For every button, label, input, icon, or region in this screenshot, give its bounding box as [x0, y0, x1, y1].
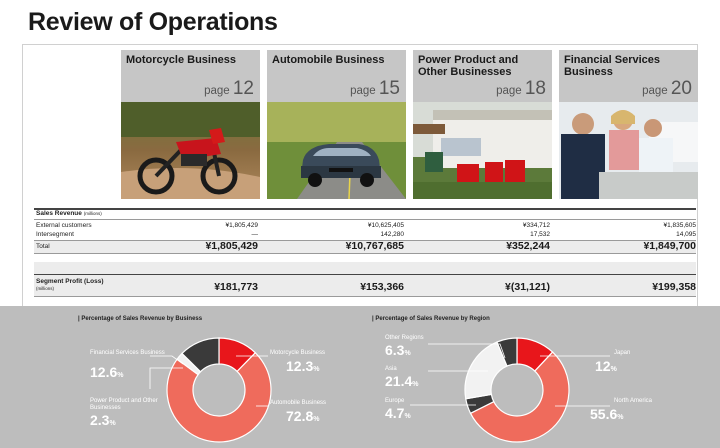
business-name: Power Product and Other Businesses — [418, 54, 519, 78]
intersegment-value-automobile: 142,280 — [380, 231, 405, 238]
section-divider — [34, 274, 696, 276]
intersegment-value-motorcycle: — — [251, 231, 259, 238]
automobile-photo — [267, 102, 406, 199]
business-header-financial-services[interactable]: Financial Services Business page 20 — [559, 50, 698, 102]
spacer-shade — [34, 262, 696, 274]
donut-chart-business — [166, 337, 272, 443]
label-asia: Asia — [385, 366, 397, 372]
label-automobile: Automobile Business — [270, 400, 327, 406]
financial-services-photo — [559, 102, 698, 199]
pct-other-regions: 6.3% — [385, 342, 411, 358]
segment-profit-motorcycle: ¥181,773 — [214, 281, 258, 293]
total-value-financial-services: ¥1,849,700 — [643, 240, 696, 252]
charts-panel — [0, 306, 720, 448]
business-name: Automobile Business — [272, 54, 385, 66]
donut-slice-financial-services-business — [181, 337, 220, 373]
page-title: Review of Operations — [28, 8, 278, 36]
pct-north-america: 55.6% — [590, 406, 624, 422]
label-japan: Japan — [614, 350, 631, 356]
label-other-regions: Other Regions — [385, 335, 424, 341]
total-value-automobile: ¥10,767,685 — [345, 240, 404, 252]
donut-slice-north-america — [469, 351, 570, 443]
pct-motorcycle: 12.3% — [286, 358, 320, 374]
section-divider — [34, 208, 696, 210]
total-value-motorcycle: ¥1,805,429 — [205, 240, 258, 252]
segment-profit-shade — [34, 275, 696, 296]
sales-revenue-label: Sales Revenue (millions) — [36, 210, 102, 217]
row-divider — [34, 219, 696, 220]
pct-power-product: 2.3% — [90, 412, 116, 428]
external-value-motorcycle: ¥1,805,429 — [225, 222, 258, 229]
page-reference[interactable]: page 15 — [350, 78, 400, 99]
segment-profit-financial-services: ¥199,358 — [652, 281, 696, 293]
chart-title-region: | Percentage of Sales Revenue by Region — [372, 316, 490, 322]
business-name: Financial Services Business — [564, 54, 660, 78]
external-value-financial-services: ¥1,835,605 — [663, 222, 696, 229]
chart-title-business: | Percentage of Sales Revenue by Busines… — [78, 316, 203, 322]
donut-slice-automobile-business — [166, 351, 272, 443]
total-value-power-product: ¥352,244 — [506, 240, 550, 252]
row-divider — [34, 253, 696, 254]
business-name: Motorcycle Business — [126, 54, 237, 66]
label-europe: Europe — [385, 398, 405, 404]
external-value-power-product: ¥334,712 — [522, 222, 550, 229]
segment-profit-power-product: ¥(31,121) — [505, 281, 550, 293]
segment-profit-label: Segment Profit (Loss) (millions) — [36, 278, 104, 291]
total-label: Total — [36, 243, 50, 250]
donut-chart-region — [464, 337, 570, 443]
intersegment-value-power-product: 17,532 — [530, 231, 550, 238]
business-header-automobile[interactable]: Automobile Business page 15 — [267, 50, 406, 102]
pct-japan: 12% — [595, 358, 617, 374]
row-divider — [34, 296, 696, 297]
pct-financial-services: 12.6% — [90, 364, 124, 380]
intersegment-value-financial-services: 14,095 — [676, 231, 696, 238]
external-customers-label: External customers — [36, 222, 92, 229]
motorcycle-photo — [121, 102, 260, 199]
page-reference[interactable]: page 12 — [204, 78, 254, 99]
page-reference[interactable]: page 20 — [642, 78, 692, 99]
total-row-shade — [34, 240, 696, 253]
business-header-motorcycle[interactable]: Motorcycle Business page 12 — [121, 50, 260, 102]
pct-europe: 4.7% — [385, 405, 411, 421]
label-power-product: Power Product and Other Businesses — [90, 398, 158, 411]
power-product-photo — [413, 102, 552, 199]
label-north-america: North America — [614, 398, 653, 404]
label-financial-services: Financial Services Business — [90, 350, 165, 356]
label-motorcycle: Motorcycle Business — [270, 350, 326, 356]
pct-automobile: 72.8% — [286, 408, 320, 424]
segment-profit-automobile: ¥153,366 — [360, 281, 404, 293]
external-value-automobile: ¥10,625,405 — [367, 222, 404, 229]
page-reference[interactable]: page 18 — [496, 78, 546, 99]
business-header-power-product[interactable]: Power Product and Other Businesses page … — [413, 50, 552, 102]
row-divider — [34, 240, 696, 241]
pct-asia: 21.4% — [385, 373, 419, 389]
intersegment-label: Intersegment — [36, 231, 74, 238]
